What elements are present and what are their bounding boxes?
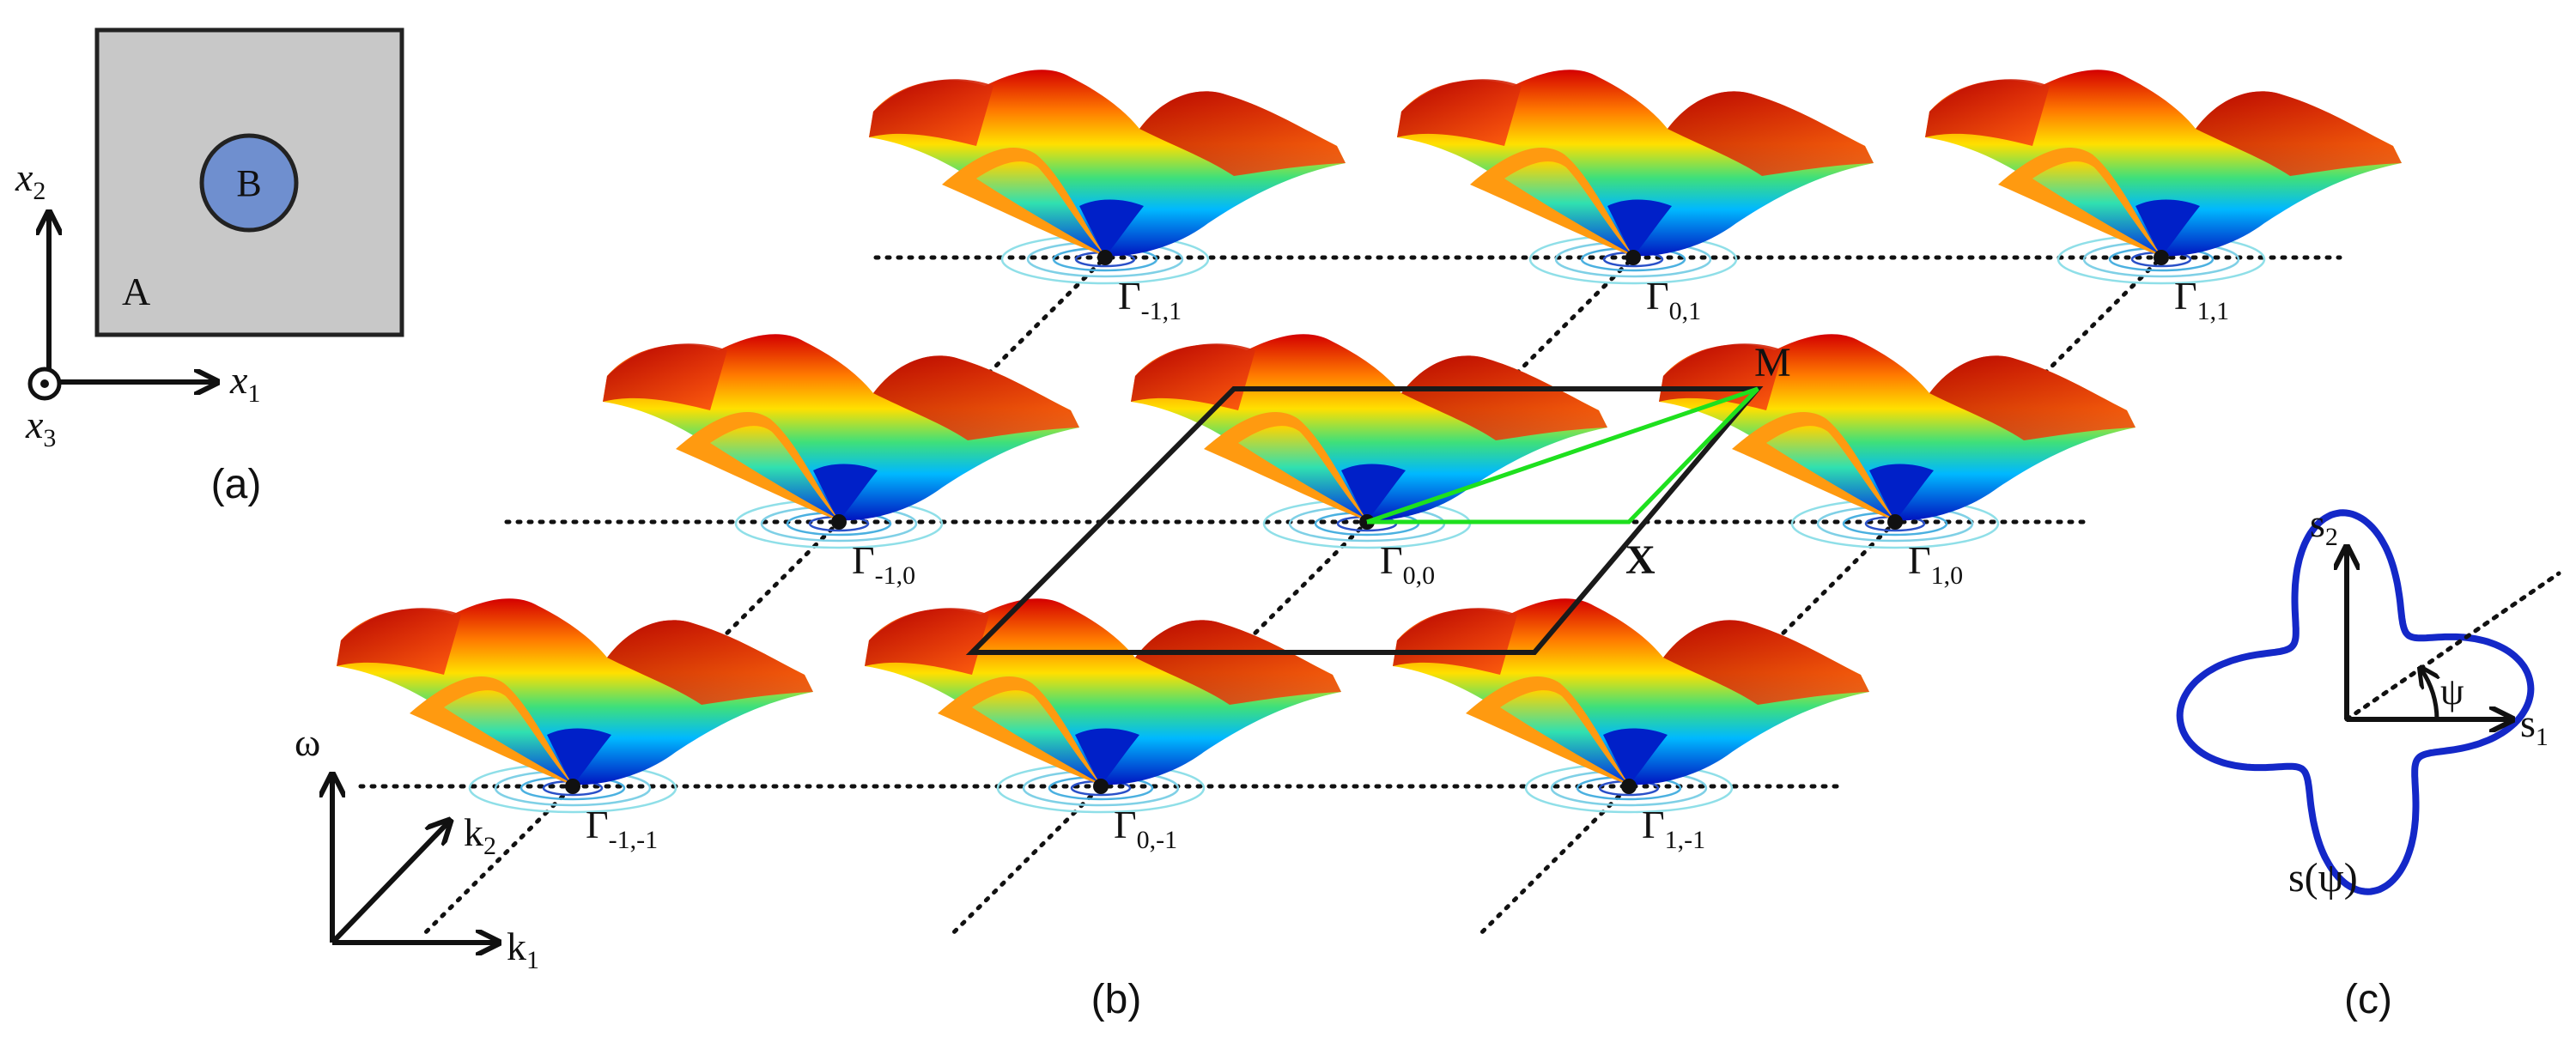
gamma-label: Γ1,-1	[1642, 803, 1705, 854]
panel-c: ψ s2 s1 s(ψ) (c)	[2176, 501, 2561, 1022]
dispersion-surface	[603, 334, 1079, 549]
dispersion-surface	[1393, 598, 1869, 814]
gamma-point-dot	[565, 779, 580, 794]
omega-axis-label: ω	[295, 720, 320, 764]
matrix-label: A	[122, 270, 150, 313]
gamma-point-labels: Γ-1,1 Γ0,1 Γ1,1 Γ-1,0 Γ0,0 Γ1,0 Γ-1,-1 Γ0,-1 Γ1,…	[586, 274, 2229, 854]
irreducible-path	[1366, 386, 1759, 525]
caption-c: (c)	[2344, 977, 2392, 1022]
dispersion-surfaces	[337, 70, 2402, 814]
gamma-label: Γ0,-1	[1114, 803, 1177, 854]
dispersion-surface	[1659, 334, 2136, 549]
dispersion-surface	[1925, 70, 2402, 285]
gamma-point-dot	[1625, 250, 1641, 265]
gamma-label: Γ1,0	[1908, 538, 1963, 590]
s-psi-curve	[2176, 509, 2535, 895]
gamma-point-dot	[1887, 514, 1903, 530]
gamma-point-dot	[1097, 250, 1113, 265]
caption-a: (a)	[211, 462, 262, 507]
dispersion-surface	[1397, 70, 1874, 285]
point-x-label: X	[1625, 537, 1656, 583]
gamma-point-dot	[2154, 250, 2169, 265]
panel-b: Γ-1,1 Γ0,1 Γ1,1 Γ-1,0 Γ0,0 Γ1,0 Γ-1,-1 Γ0,-1 Γ1,…	[295, 70, 2402, 1022]
gamma-label: Γ-1,0	[852, 538, 915, 590]
gamma-point-dot	[1621, 779, 1637, 794]
psi-reference-line	[2344, 571, 2561, 722]
x1-axis-label: x1	[229, 358, 260, 408]
s1-axis-label: s1	[2520, 701, 2549, 751]
gamma-point-dot	[831, 514, 847, 530]
caption-b: (b)	[1091, 977, 1142, 1022]
gamma-label: Γ-1,1	[1118, 274, 1182, 325]
gamma-point-dot	[1093, 779, 1109, 794]
point-m-label: M	[1754, 340, 1791, 385]
dispersion-surface	[865, 598, 1341, 814]
lattice-grid-lines	[358, 110, 2342, 934]
psi-label: ψ	[2440, 670, 2464, 713]
k2-axis-arrow	[330, 822, 448, 945]
x3-axis-label: x3	[25, 403, 56, 452]
dispersion-surface	[869, 70, 1346, 285]
s2-axis-label: s2	[2310, 501, 2338, 551]
dispersion-surface	[1131, 334, 1607, 549]
inclusion-circle	[199, 133, 299, 233]
inclusion-label: B	[236, 162, 261, 204]
s-psi-label: s(ψ)	[2288, 855, 2358, 900]
x2-axis-label: x2	[15, 155, 46, 205]
dispersion-surface	[337, 598, 813, 814]
k2-axis-label: k2	[464, 810, 496, 860]
gamma-label: Γ-1,-1	[586, 803, 658, 854]
panel-a: B A x2 x1 x3 (a)	[15, 27, 404, 507]
psi-angle-arc	[2421, 670, 2437, 720]
gamma-label: Γ1,1	[2174, 274, 2229, 325]
brillouin-zone	[965, 386, 1764, 655]
x3-axis-dot	[40, 379, 49, 388]
gamma-label: Γ0,0	[1380, 538, 1435, 590]
gamma-label: Γ0,1	[1646, 274, 1701, 325]
k1-axis-label: k1	[507, 925, 539, 974]
